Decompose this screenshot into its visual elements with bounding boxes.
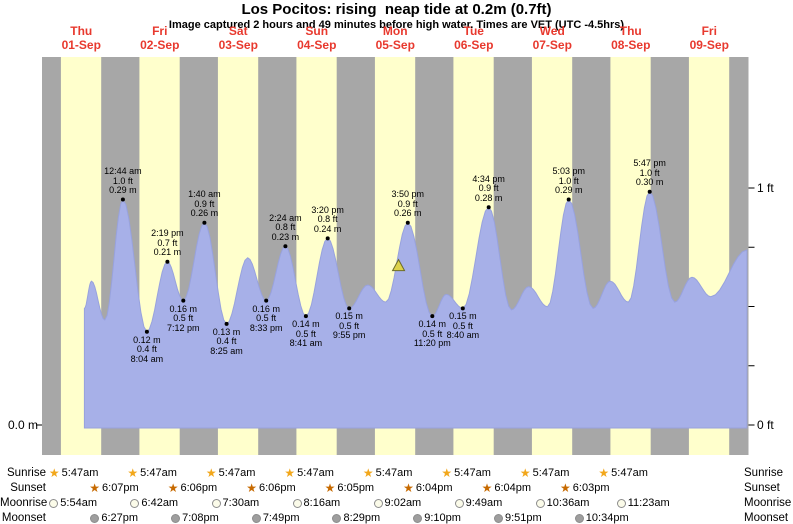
y-axis-label-0ft: 0 ft bbox=[757, 418, 774, 432]
current-time-marker-icon bbox=[391, 258, 406, 272]
moonrise-row-label-right: Moonrise bbox=[744, 497, 792, 509]
tide-extreme-dot bbox=[303, 314, 308, 319]
tide-curve bbox=[83, 190, 748, 429]
tide-extreme-dot bbox=[405, 220, 410, 225]
tide-extreme-dot bbox=[566, 197, 571, 202]
tide-extreme-dot bbox=[181, 298, 186, 303]
sunrise-row-label-left: Sunrise bbox=[7, 467, 46, 479]
moonrise-row-label-left: Moonrise bbox=[0, 497, 48, 509]
tide-extreme-dot bbox=[165, 259, 170, 264]
chart-subtitle: Image captured 2 hours and 49 minutes be… bbox=[168, 19, 625, 31]
tide-extreme-dot bbox=[647, 189, 652, 194]
moonset-row-label-left: Moonset bbox=[1, 512, 46, 524]
moonset-row-label-right: Moonset bbox=[744, 512, 789, 524]
tide-extreme-dot bbox=[460, 306, 465, 311]
tide-extreme-dot bbox=[144, 329, 149, 334]
sunset-row-label-left: Sunset bbox=[10, 482, 46, 494]
y-axis-label-meters: 0.0 m bbox=[7, 418, 38, 432]
tide-extreme-dot bbox=[120, 197, 125, 202]
sunrise-row-label-right: Sunrise bbox=[744, 467, 783, 479]
page-title: Los Pocitos: rising neap tide at 0.2m (0… bbox=[241, 1, 552, 18]
tide-extreme-dot bbox=[430, 314, 435, 319]
tide-extreme-dot bbox=[224, 321, 229, 326]
tide-extreme-dot bbox=[264, 298, 269, 303]
sunset-row-label-right: Sunset bbox=[744, 482, 780, 494]
tide-extreme-dot bbox=[347, 306, 352, 311]
tide-extreme-dot bbox=[283, 244, 288, 249]
y-axis-label-1ft: 1 ft bbox=[757, 181, 774, 195]
tide-extreme-dot bbox=[325, 236, 330, 241]
tide-extreme-dot bbox=[486, 205, 491, 210]
tide-extreme-dot bbox=[202, 220, 207, 225]
